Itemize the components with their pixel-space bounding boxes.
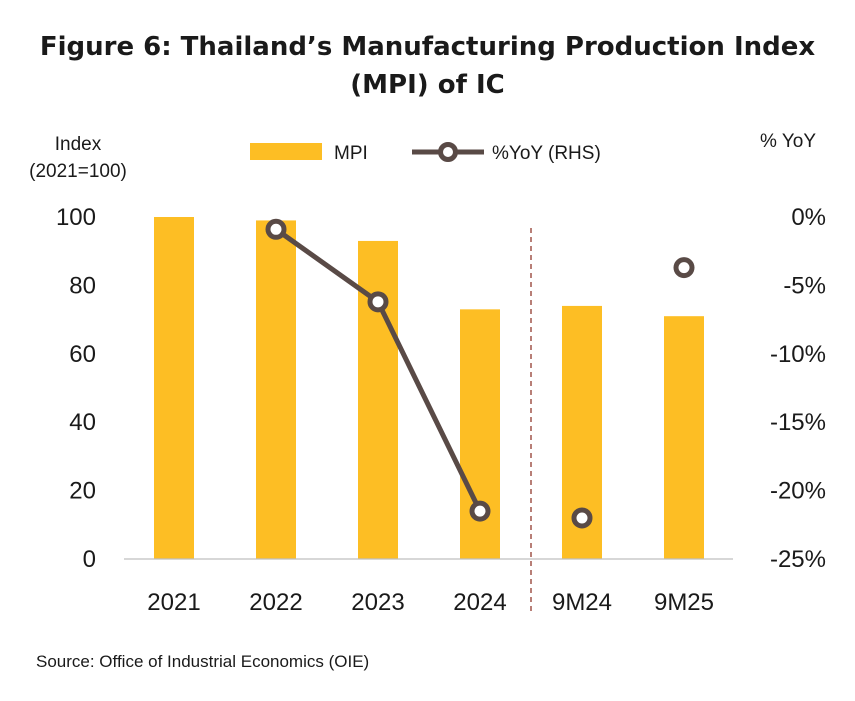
yoy-marker-9m25 bbox=[673, 257, 695, 279]
legend: MPI %YoY (RHS) bbox=[250, 142, 601, 164]
x-tick-label: 2022 bbox=[249, 589, 302, 616]
y-left-tick-label: 60 bbox=[69, 341, 96, 368]
y-left-tick-label: 20 bbox=[69, 478, 96, 505]
right-axis-title: % YoY bbox=[760, 131, 816, 152]
bar-mpi-2022 bbox=[256, 220, 296, 560]
legend-yoy-label: %YoY (RHS) bbox=[492, 143, 601, 164]
y-right-tick-label: -5% bbox=[783, 272, 826, 299]
y-left-tick-label: 40 bbox=[69, 409, 96, 436]
x-tick-label: 2024 bbox=[453, 589, 506, 616]
y-right-tick-label: 0% bbox=[791, 204, 826, 231]
yoy-marker-2022 bbox=[265, 218, 287, 240]
y-left-tick-label: 100 bbox=[56, 204, 96, 231]
yoy-marker-2024 bbox=[469, 500, 491, 522]
x-tick-label: 2021 bbox=[147, 589, 200, 616]
legend-yoy-marker bbox=[438, 142, 458, 162]
plot-area: 2021 2022 2023 2024 9M24 9M25 0 20 40 60 80 100 -25%… bbox=[56, 204, 826, 616]
y-right-tick-label: -20% bbox=[770, 478, 826, 505]
y-right-tick-label: -10% bbox=[770, 341, 826, 368]
yoy-marker-2023 bbox=[367, 291, 389, 313]
bar-mpi-9m25 bbox=[664, 316, 704, 559]
bar-mpi-2023 bbox=[358, 240, 398, 559]
chart-title: Figure 6: Thailand’s Manufacturing Produ… bbox=[0, 28, 855, 104]
legend-mpi-label: MPI bbox=[334, 143, 368, 164]
y-left-tick-label: 0 bbox=[83, 546, 96, 573]
chart-title-line1: Figure 6: Thailand’s Manufacturing Produ… bbox=[39, 32, 816, 62]
y-right-tick-label: -25% bbox=[770, 546, 826, 573]
x-tick-label: 9M25 bbox=[654, 589, 714, 616]
x-tick-label: 2023 bbox=[351, 589, 404, 616]
chart-title-line2: (MPI) of IC bbox=[350, 70, 505, 100]
y-right-tick-label: -15% bbox=[770, 409, 826, 436]
bar-mpi-2021 bbox=[154, 217, 194, 559]
y-left-tick-label: 80 bbox=[69, 272, 96, 299]
legend-mpi-swatch bbox=[250, 143, 322, 160]
left-axis-title: Index (2021=100) bbox=[29, 134, 127, 182]
x-tick-label: 9M24 bbox=[552, 589, 612, 616]
yoy-marker-9m24 bbox=[571, 507, 593, 529]
left-axis-title-line1: Index bbox=[55, 134, 102, 155]
left-axis-title-line2: (2021=100) bbox=[29, 161, 127, 182]
source-note: Source: Office of Industrial Economics (… bbox=[36, 652, 370, 671]
